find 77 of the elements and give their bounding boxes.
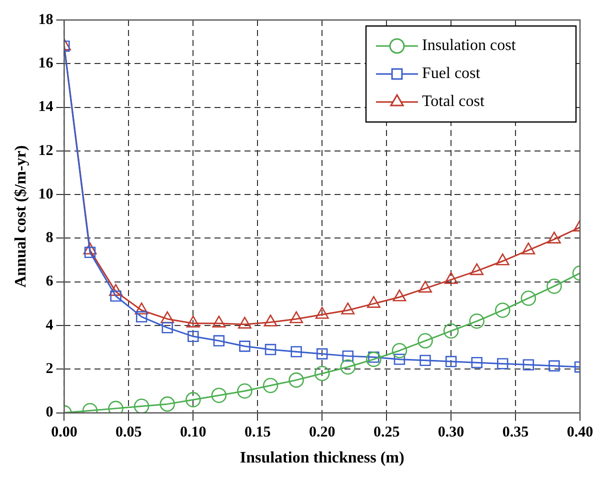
point	[341, 302, 355, 314]
x-tick-label: 0.00	[51, 424, 78, 441]
point	[418, 333, 433, 348]
y-tick-label: 4	[46, 317, 54, 334]
point	[110, 290, 122, 302]
point	[420, 354, 431, 366]
point	[520, 290, 536, 306]
y-axis-title: Annual cost ($/m-yr)	[12, 145, 30, 288]
y-tick-label: 16	[38, 56, 54, 72]
x-tick-label: 0.30	[438, 424, 464, 441]
point	[109, 284, 122, 296]
y-tick-label: 14	[38, 99, 54, 116]
point	[211, 388, 227, 403]
point	[264, 344, 276, 356]
x-axis-title: Insulation thickness (m)	[240, 450, 404, 467]
x-tick-label: 0.40	[566, 424, 594, 441]
point	[213, 335, 225, 346]
point	[496, 253, 510, 266]
point	[471, 357, 482, 368]
point	[136, 311, 148, 322]
point	[314, 366, 330, 382]
point	[237, 383, 252, 399]
legend-label: Insulation cost	[422, 37, 516, 54]
point	[522, 359, 534, 370]
point	[188, 330, 199, 342]
point	[444, 272, 458, 284]
y-tick-label: 0	[46, 404, 54, 421]
point	[186, 316, 200, 328]
y-tick-label: 10	[38, 186, 54, 202]
point	[548, 232, 561, 244]
point	[340, 359, 356, 375]
legend-label: Total cost	[422, 93, 485, 110]
point	[186, 392, 201, 408]
point	[522, 242, 536, 254]
y-tick-label: 2	[46, 361, 54, 378]
point	[366, 296, 380, 308]
point	[84, 246, 96, 258]
point	[316, 348, 328, 360]
point	[445, 356, 457, 368]
x-tick-label: 0.25	[373, 424, 400, 441]
point	[238, 316, 252, 329]
legend-label: Fuel cost	[422, 65, 481, 82]
point	[134, 302, 148, 314]
point	[418, 280, 432, 293]
point	[470, 263, 484, 276]
point	[366, 352, 382, 367]
point	[290, 311, 304, 324]
y-tick-label: 6	[46, 274, 54, 290]
x-tick-label: 0.15	[244, 424, 271, 441]
point	[494, 302, 510, 318]
point	[315, 306, 329, 319]
point	[262, 378, 278, 394]
point	[443, 323, 459, 339]
x-tick-label: 0.35	[502, 424, 529, 441]
point	[160, 396, 176, 412]
point	[546, 278, 562, 294]
point	[469, 313, 484, 329]
point	[134, 398, 150, 413]
point	[162, 322, 173, 334]
y-tick-label: 12	[38, 142, 54, 159]
point	[497, 358, 508, 370]
point	[290, 346, 302, 358]
x-tick-label: 0.10	[180, 424, 206, 441]
point	[83, 242, 97, 254]
x-tick-label: 0.20	[308, 424, 336, 441]
point	[394, 354, 406, 365]
y-tick-label: 8	[46, 230, 54, 246]
point	[212, 316, 226, 328]
x-tick-label: 0.05	[116, 424, 142, 441]
point	[264, 314, 278, 326]
point	[342, 350, 354, 362]
y-tick-label: 18	[38, 12, 54, 28]
point	[239, 340, 250, 352]
point	[392, 289, 406, 302]
point	[288, 372, 304, 388]
point	[548, 360, 560, 372]
point	[392, 342, 408, 358]
